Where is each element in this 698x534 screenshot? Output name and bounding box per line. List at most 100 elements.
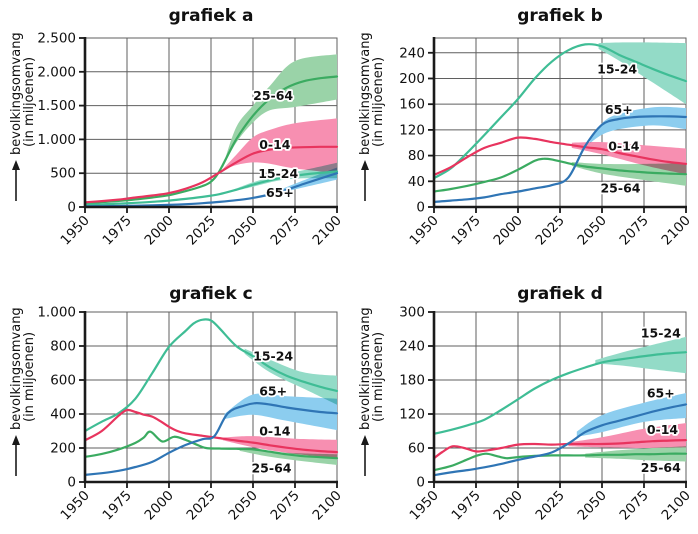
chart-title: grafiek d	[517, 284, 603, 304]
series-label-0-14: 0-14	[647, 422, 679, 437]
x-tick-label: 1950	[57, 488, 92, 524]
x-tick-label-group: 1975	[99, 488, 134, 524]
y-axis-title-line1: bevolkingsomvang	[9, 307, 24, 430]
x-tick-label-group: 2100	[658, 213, 693, 249]
x-tick-label: 1950	[57, 213, 92, 249]
y-axis-title-line2: (in miljoenen)	[22, 57, 37, 147]
x-tick-label-group: 1950	[406, 213, 441, 249]
plot-area	[434, 336, 688, 477]
x-tick-label: 2050	[574, 488, 609, 524]
series-line-15-24	[85, 318, 339, 433]
y-axis-arrow-head	[12, 160, 20, 170]
y-tick-label: 0	[416, 200, 425, 216]
x-tick-label-group: 2075	[616, 488, 651, 524]
x-tick-label-group: 1950	[406, 488, 441, 524]
x-tick-label: 1975	[99, 213, 134, 249]
x-tick-label: 1975	[448, 488, 483, 524]
series-line-25-64	[85, 75, 339, 204]
x-tick-label-group: 2025	[183, 213, 218, 249]
x-tick-label: 2075	[616, 213, 651, 249]
y-axis-title: bevolkingsomvang(in miljoenen)	[9, 32, 37, 201]
series-label-25-64: 25-64	[253, 88, 293, 103]
y-axis-title-line1: bevolkingsomvang	[358, 307, 373, 430]
x-tick-label: 2100	[658, 213, 693, 249]
x-tick-label-group: 2050	[225, 488, 260, 524]
y-axis-title-line2: (in miljoenen)	[371, 57, 386, 147]
y-tick-label: 0	[416, 475, 425, 491]
y-tick-label: 2.000	[37, 64, 76, 80]
chart-title: grafiek a	[169, 6, 254, 26]
x-tick-label-group: 2100	[658, 488, 693, 524]
series-line-25-64	[434, 157, 688, 193]
series-label-15-24: 15-24	[641, 326, 681, 341]
x-tick-label-group: 1975	[448, 488, 483, 524]
series-label-0-14: 0-14	[259, 137, 291, 152]
series-line-0-14	[434, 439, 688, 460]
x-tick-label: 2100	[309, 213, 344, 249]
x-tick-label: 2025	[183, 488, 218, 524]
x-tick-label-group: 1975	[99, 213, 134, 249]
x-tick-label-group: 1950	[57, 488, 92, 524]
y-axis-arrow-head	[361, 160, 369, 170]
y-tick-label: 300	[399, 305, 425, 321]
x-tick-label: 1975	[448, 213, 483, 249]
chart-title: grafiek c	[169, 284, 252, 304]
y-tick-label: 60	[408, 441, 425, 457]
x-tick-label: 2000	[141, 488, 176, 524]
series-band-15-24	[598, 42, 686, 105]
y-axis-arrow-head	[361, 435, 369, 445]
y-axis-title: bevolkingsomvang(in miljoenen)	[9, 307, 37, 476]
x-tick-label-group: 2075	[616, 213, 651, 249]
series-label-65+: 65+	[647, 386, 675, 401]
y-axis-title: bevolkingsomvang(in miljoenen)	[358, 307, 386, 476]
y-tick-label: 80	[408, 148, 425, 164]
y-tick-label: 120	[399, 407, 425, 423]
y-axis-title-line2: (in miljoenen)	[22, 332, 37, 422]
series-line-65+	[85, 401, 339, 476]
x-tick-label-group: 2025	[532, 213, 567, 249]
y-tick-label: 180	[399, 373, 425, 389]
series-label-15-24: 15-24	[253, 349, 293, 364]
x-tick-label: 1950	[406, 213, 441, 249]
x-tick-label-group: 2050	[574, 213, 609, 249]
x-tick-label: 2100	[658, 488, 693, 524]
series-label-15-24: 15-24	[597, 61, 637, 76]
y-axis-arrow-head	[12, 435, 20, 445]
plot-area	[434, 42, 688, 203]
x-tick-label: 2100	[309, 488, 344, 524]
series-band-0-14	[571, 141, 686, 175]
series-label-65+: 65+	[259, 383, 287, 398]
x-tick-label-group: 2075	[267, 488, 302, 524]
series-band-25-64	[222, 54, 337, 168]
plot-area	[85, 318, 339, 476]
y-tick-label: 800	[50, 339, 76, 355]
series-label-65+: 65+	[266, 185, 294, 200]
plot-area	[85, 54, 339, 208]
series-label-25-64: 25-64	[600, 180, 640, 195]
series-line-65+	[434, 115, 688, 203]
series-line-25-64	[85, 430, 339, 460]
series-line-0-14	[85, 145, 339, 204]
series-line-65+	[434, 403, 688, 477]
series-line-0-14	[434, 136, 688, 176]
x-tick-label-group: 2025	[532, 488, 567, 524]
y-tick-label: 1.000	[37, 132, 76, 148]
y-tick-label: 600	[50, 373, 76, 389]
x-tick-label-group: 2000	[141, 488, 176, 524]
y-tick-label: 40	[408, 174, 425, 190]
x-tick-label-group: 2000	[141, 213, 176, 249]
series-line-15-24	[85, 170, 339, 206]
series-label-0-14: 0-14	[608, 139, 640, 154]
x-tick-label: 2000	[141, 213, 176, 249]
y-tick-label: 500	[50, 166, 76, 182]
y-tick-label: 120	[399, 122, 425, 138]
chart-title: grafiek b	[517, 6, 603, 26]
series-band-0-14	[222, 118, 337, 174]
x-tick-label-group: 1950	[57, 213, 92, 249]
chart-grafiek-a: 0 500 1.000 1.500 2.000 2.500 1950 1975 2000 2025…	[9, 6, 345, 249]
x-tick-label-group: 2050	[225, 213, 260, 249]
y-axis-title: bevolkingsomvang(in miljoenen)	[358, 32, 386, 201]
x-tick-label: 2000	[490, 488, 525, 524]
chart-grafiek-b: 0 40 80 120 160 200 240 1950 1975 2000 2025 2050 207…	[358, 6, 694, 249]
